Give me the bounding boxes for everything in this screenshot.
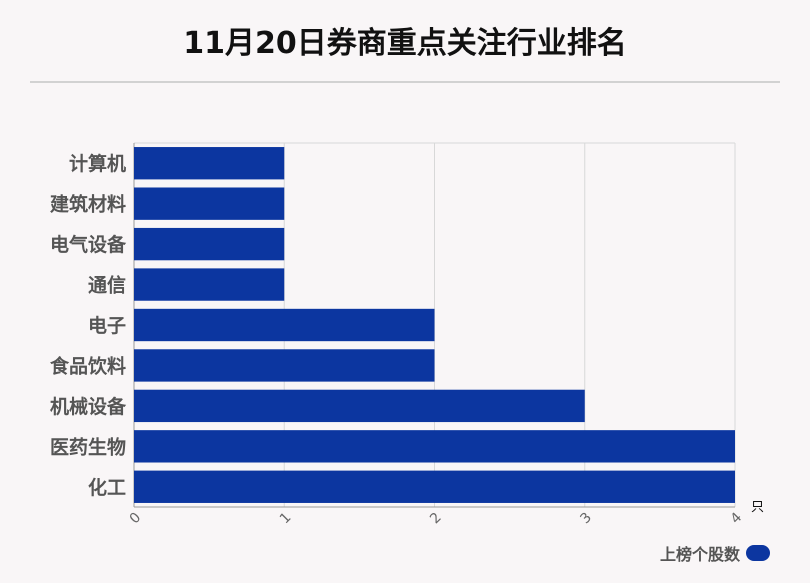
bar[interactable]	[134, 227, 285, 261]
category-label: 计算机	[69, 152, 126, 175]
category-label: 建筑材料	[50, 193, 126, 216]
category-label: 机械设备	[50, 395, 127, 418]
bar[interactable]	[134, 308, 435, 342]
x-tick-label: 0	[127, 510, 145, 528]
bar[interactable]	[134, 389, 585, 423]
category-label: 医药生物	[50, 435, 126, 458]
category-label: 电子	[88, 314, 126, 337]
legend-swatch	[746, 545, 770, 561]
bar-layer	[134, 147, 735, 503]
category-label: 食品饮料	[50, 354, 126, 377]
legend-label: 上榜个股数	[659, 545, 740, 564]
bar[interactable]	[134, 349, 435, 382]
bar[interactable]	[134, 470, 735, 503]
x-tick-label: 2	[427, 510, 445, 528]
bar[interactable]	[134, 268, 285, 301]
legend[interactable]: 上榜个股数	[660, 541, 770, 565]
category-label: 通信	[88, 274, 126, 297]
category-label: 化工	[88, 476, 126, 499]
tick-label-layer: 0 1 2 3 4	[127, 510, 746, 528]
x-axis-unit: 只	[751, 500, 764, 515]
x-tick-label: 3	[577, 510, 595, 528]
bar[interactable]	[134, 147, 285, 180]
bar[interactable]	[134, 430, 735, 463]
category-label: 电气设备	[50, 233, 127, 256]
bar[interactable]	[134, 187, 285, 220]
x-tick-label: 1	[277, 510, 295, 528]
title-divider	[30, 81, 780, 83]
chart-title: 11月20日券商重点关注行业排名	[183, 26, 627, 61]
x-tick-label: 4	[728, 510, 746, 528]
